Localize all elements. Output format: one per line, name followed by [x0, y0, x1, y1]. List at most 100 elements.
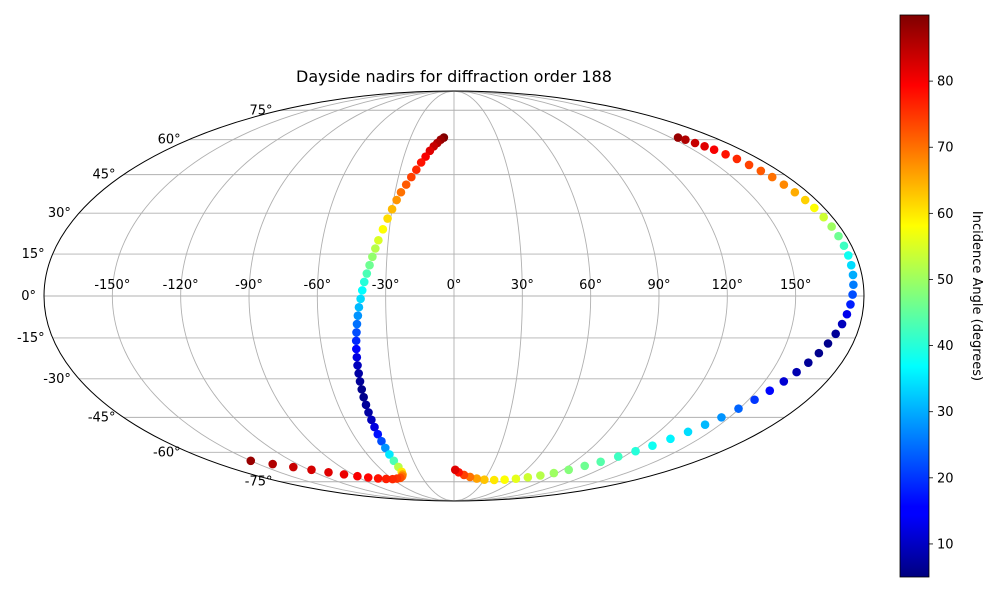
- lat-tick-label: -45°: [88, 410, 116, 425]
- nadir-point: [700, 420, 710, 429]
- colorbar-gradient: [899, 14, 930, 578]
- nadir-point: [846, 260, 856, 270]
- chart-title: Dayside nadirs for diffraction order 188: [296, 67, 612, 86]
- nadir-point: [765, 386, 775, 395]
- nadir-point: [416, 158, 426, 167]
- nadir-point: [368, 252, 377, 262]
- nadir-point: [613, 452, 623, 461]
- nadir-point: [750, 395, 759, 405]
- nadir-point: [790, 187, 800, 197]
- colorbar-tick-label: 20: [937, 471, 954, 486]
- nadir-point: [804, 358, 813, 367]
- nadir-point: [580, 461, 589, 471]
- lat-tick-label: -60°: [153, 445, 181, 460]
- nadir-point: [367, 415, 376, 425]
- nadir-point: [370, 422, 379, 432]
- nadir-point: [683, 427, 693, 437]
- nadir-point: [374, 235, 383, 245]
- nadir-point: [709, 145, 719, 155]
- nadir-point: [831, 329, 840, 339]
- nadir-point: [356, 294, 365, 304]
- nadir-point: [371, 244, 380, 253]
- nadir-point: [373, 429, 383, 439]
- colorbar-tick-label: 30: [937, 405, 954, 420]
- nadir-point: [324, 468, 333, 477]
- nadir-point: [352, 352, 362, 362]
- longitude-tick-labels: -150° -120° -90° -60° -30° 0° 30° 60° 90° 120° 150…: [94, 278, 811, 293]
- nadir-point: [480, 475, 489, 484]
- lon-tick-label: -60°: [303, 278, 331, 293]
- nadir-point: [827, 222, 836, 231]
- lon-tick-label: 150°: [780, 278, 811, 293]
- colorbar-tick-label: 40: [937, 339, 954, 354]
- nadir-point: [673, 133, 683, 142]
- nadir-point: [389, 456, 399, 466]
- nadir-point: [800, 195, 810, 205]
- map-gridlines: [44, 91, 864, 501]
- nadir-point: [839, 241, 849, 251]
- nadir-point: [717, 413, 726, 422]
- nadir-point: [354, 369, 363, 378]
- nadir-point: [421, 152, 430, 161]
- nadir-point: [472, 474, 482, 483]
- nadir-point: [690, 138, 700, 148]
- lat-tick-label: 0°: [21, 289, 36, 304]
- nadir-point: [361, 400, 371, 410]
- nadir-point: [355, 377, 365, 386]
- nadir-point: [844, 251, 853, 260]
- nadir-point: [378, 225, 388, 234]
- nadir-point: [666, 434, 675, 444]
- nadir-point: [734, 404, 743, 413]
- nadir-point: [756, 166, 766, 176]
- nadir-point: [744, 160, 754, 170]
- colorbar-tick-label: 10: [937, 537, 954, 552]
- nadir-point: [401, 180, 411, 189]
- nadir-point: [412, 165, 421, 175]
- lon-tick-label: 120°: [712, 278, 743, 293]
- nadir-point: [596, 457, 605, 467]
- lon-tick-label: 90°: [647, 278, 670, 293]
- nadir-point: [779, 377, 789, 386]
- nadir-point: [364, 408, 373, 417]
- nadir-point: [819, 212, 828, 222]
- nadir-point: [351, 336, 361, 346]
- lon-tick-label: 0°: [447, 278, 462, 293]
- nadir-point: [511, 474, 521, 484]
- nadir-point: [359, 277, 369, 287]
- colorbar-tick-label: 50: [937, 273, 954, 288]
- nadir-point: [373, 474, 383, 483]
- nadir-point: [307, 465, 316, 475]
- lat-tick-label: 75°: [249, 103, 272, 118]
- nadir-point: [377, 436, 386, 446]
- nadir-point: [352, 344, 361, 354]
- nadir-point: [246, 456, 256, 466]
- nadir-point: [721, 150, 730, 159]
- lat-tick-label: 15°: [22, 247, 45, 262]
- nadir-point: [352, 319, 362, 329]
- nadir-point: [810, 203, 819, 213]
- nadir-point: [648, 441, 657, 450]
- nadir-point: [289, 462, 298, 472]
- lat-tick-label: -30°: [43, 372, 71, 387]
- nadir-point: [631, 446, 640, 456]
- colorbar: 10 20 30 40 50 60 70 80 Incidence Angle (degree…: [899, 14, 984, 578]
- nadir-point: [362, 269, 372, 278]
- colorbar-tick-label: 70: [937, 141, 954, 156]
- colorbar-ticks: 10 20 30 40 50 60 70 80: [929, 75, 954, 552]
- nadir-point: [700, 142, 709, 151]
- nadir-point: [523, 473, 533, 482]
- nadir-point: [396, 187, 406, 197]
- colorbar-tick-label: 60: [937, 207, 954, 222]
- nadir-point: [564, 465, 574, 475]
- lon-tick-label: 30°: [511, 278, 534, 293]
- lon-tick-label: -30°: [372, 278, 400, 293]
- nadir-point: [842, 309, 852, 319]
- nadir-point: [489, 475, 499, 485]
- nadir-point: [268, 459, 277, 469]
- nadir-point: [823, 339, 833, 348]
- colorbar-tick-label: 80: [937, 75, 954, 90]
- lat-tick-label: 45°: [93, 168, 116, 183]
- lon-tick-label: -120°: [163, 278, 199, 293]
- nadir-point: [814, 348, 824, 358]
- nadir-point: [792, 367, 801, 377]
